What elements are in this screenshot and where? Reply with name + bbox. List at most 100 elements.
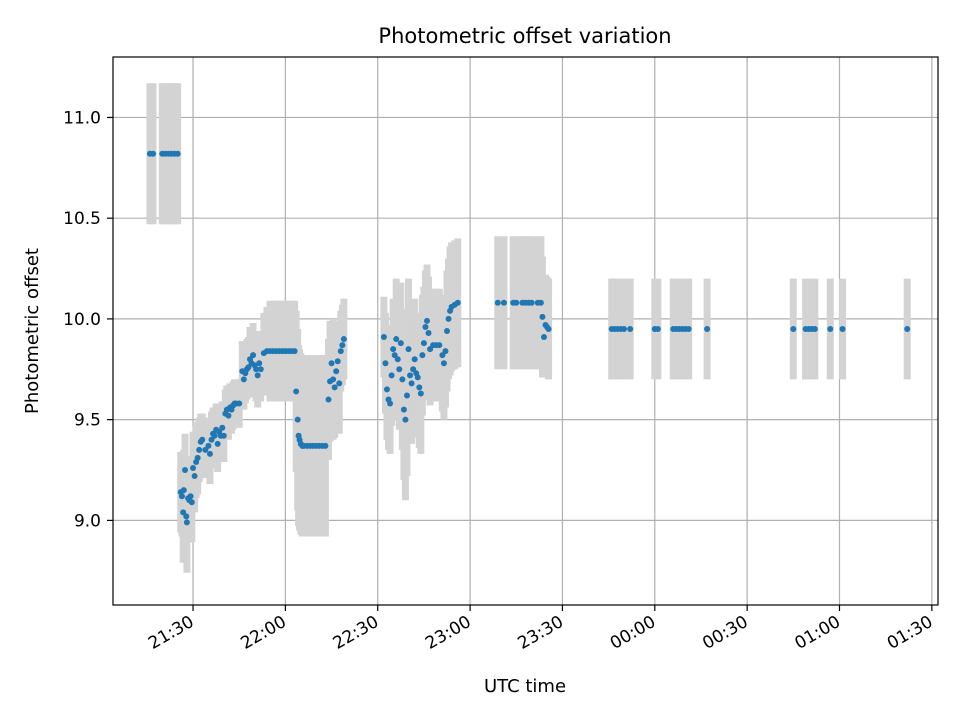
data-point — [225, 412, 232, 419]
data-point — [387, 400, 394, 407]
data-point — [334, 358, 341, 365]
data-point — [336, 380, 343, 387]
data-point — [408, 380, 415, 387]
data-point — [442, 348, 449, 355]
data-point — [178, 493, 185, 500]
data-point — [400, 406, 407, 413]
data-point — [199, 436, 206, 443]
data-point — [250, 352, 257, 359]
data-point — [294, 416, 301, 423]
data-point — [407, 372, 414, 379]
data-point — [422, 323, 429, 330]
data-point — [811, 325, 818, 332]
data-point — [411, 356, 418, 363]
data-point — [206, 450, 213, 457]
data-point — [500, 299, 507, 306]
data-point — [396, 366, 403, 373]
data-point — [390, 346, 397, 353]
data-point — [337, 348, 344, 355]
data-point — [257, 366, 264, 373]
data-point — [444, 328, 451, 334]
data-point — [190, 465, 197, 471]
data-point — [494, 299, 501, 306]
data-point — [325, 396, 332, 403]
data-point — [380, 334, 387, 341]
data-point — [397, 340, 404, 347]
data-point — [322, 442, 329, 449]
data-point — [393, 336, 400, 343]
y-axis-label: Photometric offset — [22, 248, 43, 414]
data-point — [394, 356, 401, 363]
data-point — [196, 446, 203, 453]
data-point — [704, 325, 711, 332]
data-point — [388, 372, 395, 379]
data-point — [220, 432, 227, 439]
data-point — [440, 360, 447, 367]
data-points — [146, 150, 911, 526]
data-point — [420, 340, 427, 347]
data-point — [685, 325, 692, 332]
data-point — [839, 325, 846, 332]
y-tick-label: 9.5 — [74, 411, 101, 431]
data-point — [339, 342, 346, 349]
x-axis-label: UTC time — [484, 676, 566, 697]
data-point — [194, 454, 201, 461]
data-point — [253, 366, 260, 373]
y-axis-ticks: 9.0 9.5 10.0 10.5 11.0 — [63, 108, 113, 531]
data-point — [540, 334, 547, 341]
data-point — [293, 388, 300, 395]
data-point — [214, 440, 221, 447]
data-point — [254, 372, 261, 379]
y-tick-label: 10.5 — [63, 209, 101, 229]
data-point — [528, 299, 535, 306]
data-point — [445, 315, 452, 322]
y-tick-label: 11.0 — [63, 108, 101, 128]
plot-frame — [112, 56, 939, 606]
data-point — [790, 325, 797, 332]
data-point — [183, 513, 190, 520]
data-point — [513, 299, 520, 306]
data-point — [537, 299, 544, 306]
data-point — [454, 299, 461, 306]
data-point — [219, 424, 226, 431]
data-point — [331, 384, 338, 391]
data-point — [382, 360, 389, 367]
data-point — [330, 376, 337, 383]
data-point — [654, 325, 661, 332]
y-tick-label: 10.0 — [63, 310, 101, 330]
y-tick-label: 9.0 — [74, 511, 101, 531]
data-point — [414, 374, 421, 381]
data-point — [399, 376, 406, 383]
data-point — [627, 325, 634, 332]
data-point — [180, 487, 187, 494]
data-point — [436, 342, 443, 349]
data-point — [416, 384, 423, 391]
data-point — [182, 467, 189, 474]
data-point — [150, 150, 157, 157]
data-point — [328, 360, 335, 367]
data-point — [174, 150, 181, 157]
data-point — [425, 330, 432, 337]
data-point — [240, 376, 247, 383]
data-point — [187, 493, 194, 500]
data-point — [405, 346, 412, 353]
chart-title: Photometric offset variation — [378, 24, 671, 48]
data-point — [211, 432, 218, 439]
data-point — [340, 336, 347, 343]
data-point — [333, 368, 340, 375]
data-point — [205, 442, 212, 449]
data-point — [539, 313, 546, 320]
data-point — [236, 400, 243, 407]
data-point — [545, 325, 552, 332]
data-point — [423, 317, 430, 324]
data-point — [403, 392, 410, 399]
data-point — [291, 348, 298, 355]
data-point — [256, 360, 263, 367]
data-point — [827, 325, 834, 332]
data-point — [191, 473, 198, 480]
data-point — [188, 499, 195, 506]
data-point — [904, 325, 911, 332]
grid — [113, 57, 938, 605]
